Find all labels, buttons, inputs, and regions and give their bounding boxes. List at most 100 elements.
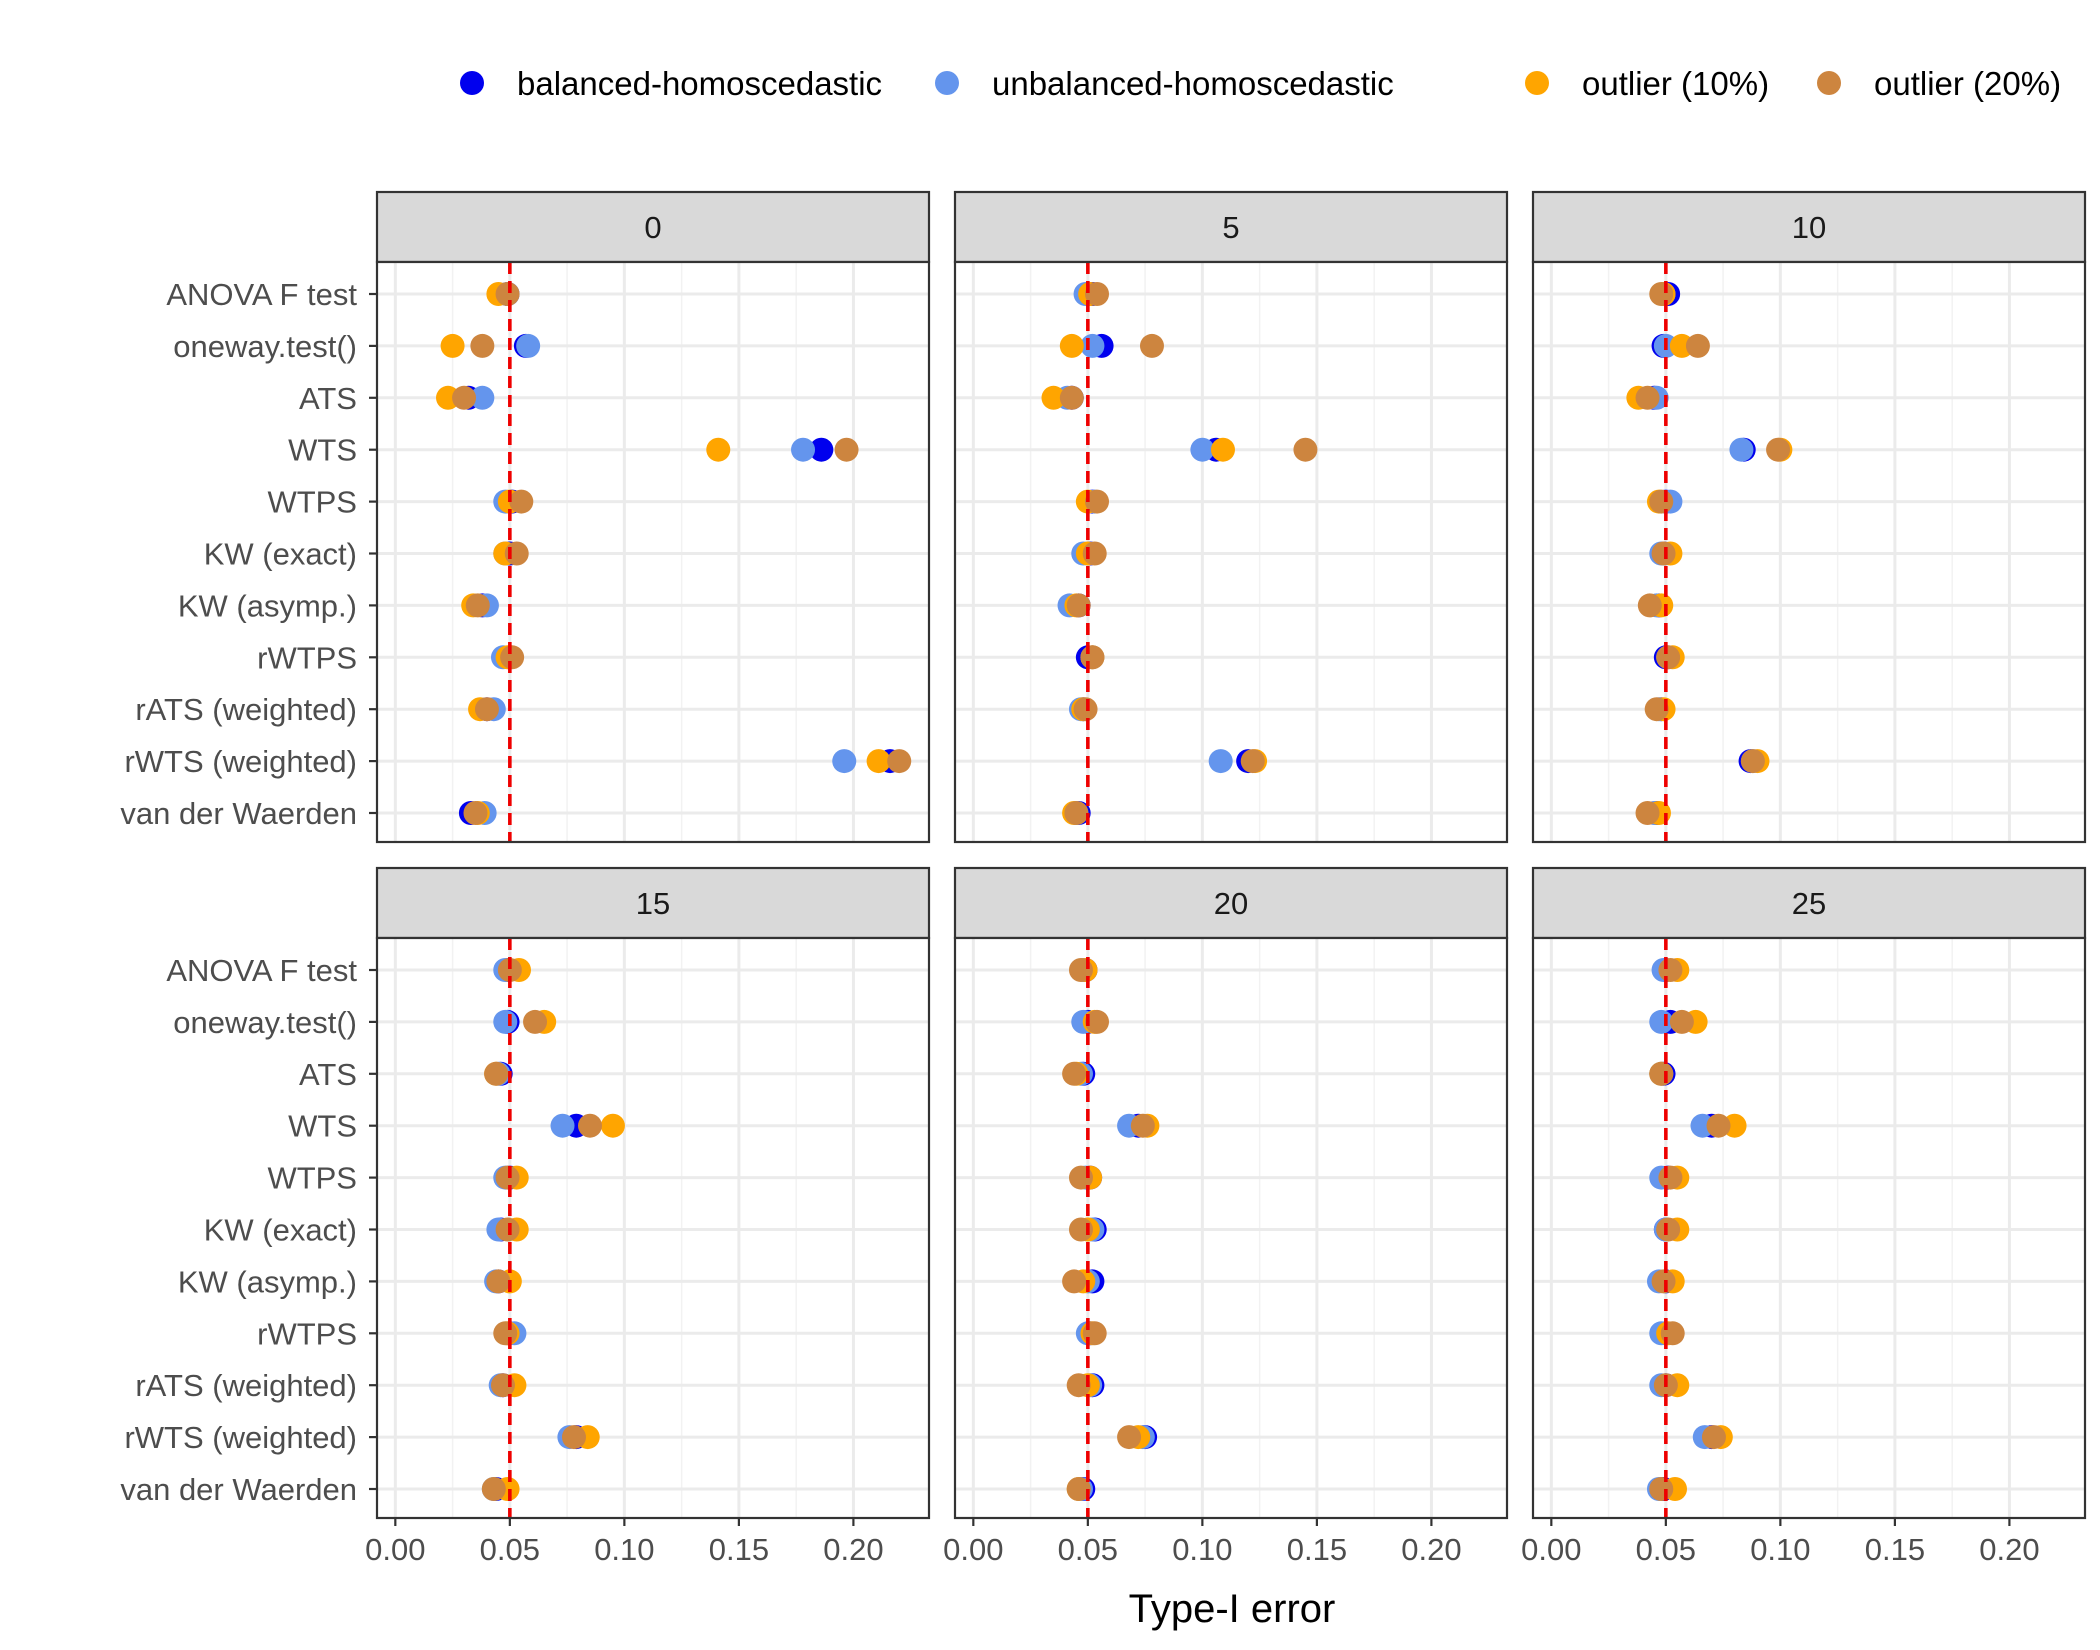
x-tick-label: 0.15: [1287, 1532, 1347, 1567]
x-tick-label: 0.00: [365, 1532, 425, 1567]
point-outlier-20-: [1658, 1165, 1683, 1190]
point-unbalanced-homoscedastic: [1208, 749, 1233, 774]
point-outlier-20-: [523, 1009, 548, 1034]
category-label: WTS: [288, 1109, 357, 1144]
x-tick-label: 0.20: [1401, 1532, 1461, 1567]
facet-panel-0: 0: [375, 190, 931, 844]
category-label: van der Waerden: [120, 796, 357, 831]
legend-item: outlier (10%): [1525, 65, 1769, 102]
point-outlier-20-: [452, 385, 477, 410]
point-outlier-20-: [1766, 437, 1791, 462]
legend-label: unbalanced-homoscedastic: [992, 65, 1394, 102]
point-outlier-20-: [1637, 593, 1662, 618]
facet-strip-label: 0: [644, 210, 661, 245]
facet-strip: [375, 190, 931, 264]
x-tick-label: 0.20: [823, 1532, 883, 1567]
point-outlier-20-: [1635, 385, 1660, 410]
point-outlier-10-: [706, 437, 731, 462]
facet-panel-15: 15: [375, 866, 931, 1520]
point-outlier-20-: [500, 645, 525, 670]
facet-panel-10: 10: [1531, 190, 2087, 844]
point-outlier-20-: [578, 1113, 603, 1138]
category-label: KW (exact): [204, 1213, 357, 1248]
point-outlier-20-: [1649, 489, 1674, 514]
panel-border: [375, 936, 931, 1520]
category-label: ANOVA F test: [166, 953, 357, 988]
x-tick-label: 0.05: [1058, 1532, 1118, 1567]
point-outlier-20-: [481, 1477, 506, 1501]
legend: balanced-homoscedastic unbalanced-homosce…: [460, 65, 2061, 102]
point-balanced-homoscedastic: [809, 437, 834, 462]
legend-key: [935, 71, 959, 95]
point-outlier-20-: [495, 1165, 520, 1190]
point-outlier-20-: [1651, 541, 1676, 566]
category-label: WTPS: [267, 1161, 357, 1196]
category-label: oneway.test(): [173, 329, 357, 364]
x-tick-label: 0.10: [594, 1532, 654, 1567]
point-unbalanced-homoscedastic: [1729, 437, 1754, 462]
point-outlier-20-: [1085, 489, 1110, 514]
x-tick-label: 0.15: [1865, 1532, 1925, 1567]
point-outlier-20-: [1240, 749, 1265, 774]
point-outlier-20-: [1066, 1373, 1091, 1398]
x-tick-label: 0.05: [1636, 1532, 1696, 1567]
point-outlier-20-: [1651, 1269, 1676, 1294]
category-label: oneway.test(): [173, 1005, 357, 1040]
point-outlier-20-: [1658, 958, 1683, 982]
point-outlier-20-: [1293, 437, 1318, 462]
point-outlier-10-: [866, 749, 891, 774]
point-outlier-20-: [470, 333, 495, 358]
point-outlier-20-: [1073, 697, 1098, 722]
facet-panel-5: 5: [953, 190, 1509, 844]
category-label: van der Waerden: [120, 1472, 357, 1507]
point-outlier-20-: [493, 1321, 518, 1346]
point-outlier-20-: [509, 489, 534, 514]
category-labels: ANOVA F test oneway.test() ATS WTS WTPS KW (e…: [120, 277, 377, 1507]
category-label: KW (asymp.): [178, 1264, 357, 1299]
category-label: KW (asymp.): [178, 588, 357, 623]
category-label: rATS (weighted): [135, 692, 357, 727]
facet-strip-label: 25: [1792, 886, 1826, 921]
point-outlier-20-: [1649, 282, 1674, 306]
point-outlier-20-: [1085, 282, 1110, 306]
point-outlier-20-: [1656, 645, 1681, 670]
point-outlier-20-: [1062, 1061, 1087, 1086]
point-outlier-20-: [1740, 749, 1765, 774]
x-axes: 0.00 0.05 0.10 0.15 0.20 0.00 0.05 0.10 0.15 0.20…: [365, 1518, 2040, 1567]
legend-label: outlier (10%): [1582, 65, 1769, 102]
legend-item: outlier (20%): [1817, 65, 2061, 102]
x-axis-title: Type-I error: [1129, 1587, 1336, 1631]
point-outlier-20-: [465, 593, 490, 618]
point-outlier-20-: [1080, 645, 1105, 670]
point-outlier-20-: [1066, 1477, 1091, 1501]
point-outlier-20-: [1085, 1009, 1110, 1034]
point-outlier-20-: [463, 801, 488, 825]
point-outlier-10-: [440, 333, 465, 358]
x-tick-label: 0.10: [1172, 1532, 1232, 1567]
facet-strip-label: 15: [636, 886, 670, 921]
point-outlier-20-: [834, 437, 859, 462]
legend-key: [460, 71, 484, 95]
point-outlier-20-: [1117, 1425, 1142, 1450]
facet-strip-label: 5: [1222, 210, 1239, 245]
point-unbalanced-homoscedastic: [470, 385, 495, 410]
x-tick-label: 0.05: [480, 1532, 540, 1567]
panels: 0 5 10 15 20 25: [375, 190, 2087, 1520]
point-outlier-10-: [600, 1113, 625, 1138]
point-outlier-20-: [1656, 1217, 1681, 1242]
point-unbalanced-homoscedastic: [493, 1009, 518, 1034]
point-outlier-20-: [1139, 333, 1164, 358]
facet-strip: [375, 866, 931, 940]
legend-label: balanced-homoscedastic: [517, 65, 882, 102]
point-outlier-20-: [1649, 1477, 1674, 1501]
panel-border: [375, 260, 931, 844]
point-outlier-20-: [484, 1061, 509, 1086]
point-unbalanced-homoscedastic: [832, 749, 857, 774]
category-label: rWTPS: [257, 640, 357, 675]
point-outlier-20-: [1635, 801, 1660, 825]
point-outlier-10-: [1041, 385, 1066, 410]
facet-strip: [953, 190, 1509, 264]
point-outlier-20-: [1644, 697, 1669, 722]
point-outlier-20-: [1059, 385, 1084, 410]
